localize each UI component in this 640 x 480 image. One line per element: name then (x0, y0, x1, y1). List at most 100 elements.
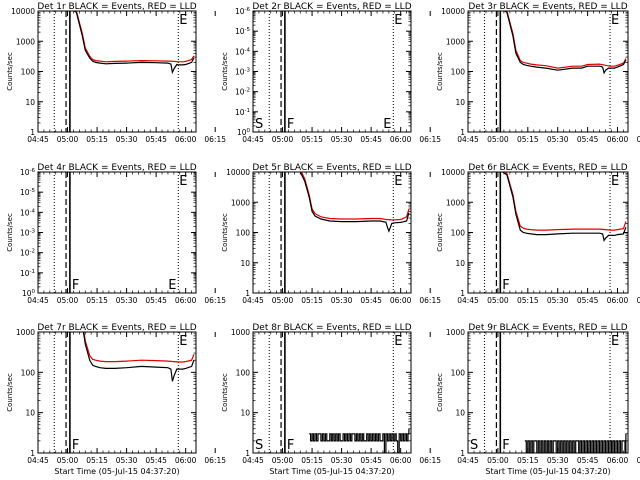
y-axis-label: Counts/sec (436, 52, 444, 91)
y-tick-label: 100 (237, 128, 251, 137)
y-tick-label: 10 (455, 259, 465, 268)
y-tick-label: 1000 (231, 328, 250, 337)
y-axis-label: Counts/sec (6, 373, 14, 412)
x-tick-label: 06:00 (175, 456, 197, 465)
x-tick-label: 06:00 (390, 135, 412, 144)
marker-f: F (502, 438, 509, 453)
marker-f: F (72, 438, 79, 453)
x-tick-label: 06:15 (637, 135, 640, 144)
marker-f: F (287, 438, 294, 453)
y-tick-label: 10 (455, 98, 465, 107)
x-tick-label: 05:45 (577, 456, 599, 465)
x-tick-label: 04:45 (27, 296, 49, 305)
x-axis-label: Start Time (05-Jul-15 04:37:20) (54, 467, 179, 476)
panel-title: Det 1r BLACK = Events, RED = LLD (37, 2, 196, 12)
marker-e: E (179, 334, 187, 349)
panel-title: Det 3r BLACK = Events, RED = LLD (468, 2, 627, 12)
y-tick-label: 10 (25, 409, 35, 418)
x-tick-label: 05:30 (547, 456, 569, 465)
lld-series-line (505, 11, 627, 69)
panel-title: Det 2r BLACK = Events, RED = LLD (252, 2, 411, 12)
y-tick-label: 1 (460, 449, 465, 458)
marker-f: F (72, 278, 79, 293)
x-tick-label: 04:45 (242, 456, 264, 465)
y-tick-label: 10-4 (235, 47, 251, 56)
y-tick-label: 1000 (446, 328, 465, 337)
panel-title: Det 7r BLACK = Events, RED = LLD (37, 323, 196, 333)
y-axis-label: Counts/sec (6, 52, 14, 91)
x-tick-label: 04:45 (457, 456, 479, 465)
lld-series-line (503, 172, 627, 231)
x-tick-label: 05:00 (272, 456, 294, 465)
x-tick-label: 06:15 (204, 296, 226, 305)
y-tick-label: 100 (451, 229, 466, 238)
plot-frame (252, 171, 412, 294)
panel-8: Det 8r BLACK = Events, RED = LLD 1 10 100 10… (221, 323, 441, 476)
x-tick-label: 05:00 (272, 296, 294, 305)
y-tick-label: 1 (30, 128, 35, 137)
x-tick-label: 05:30 (116, 456, 138, 465)
x-tick-label: 05:45 (577, 296, 599, 305)
x-tick-label: 05:15 (301, 296, 323, 305)
x-tick-label: 06:15 (637, 456, 640, 465)
x-tick-label: 05:45 (577, 135, 599, 144)
marker-f: F (287, 117, 294, 132)
plot-frame (37, 171, 197, 294)
x-tick-label: 05:30 (116, 135, 138, 144)
y-tick-label: 10-3 (20, 229, 36, 238)
panel-title: Det 9r BLACK = Events, RED = LLD (468, 323, 627, 333)
y-tick-label: 1000 (446, 37, 465, 46)
x-tick-label: 04:45 (242, 135, 264, 144)
x-tick-label: 05:00 (57, 296, 79, 305)
x-tick-label: 05:15 (86, 296, 108, 305)
events-series-line (501, 172, 627, 242)
x-tick-label: 06:15 (637, 296, 640, 305)
plot-frame (467, 331, 629, 454)
x-tick-label: 06:00 (175, 135, 197, 144)
marker-e: E (394, 13, 402, 28)
x-tick-label: 05:30 (331, 296, 353, 305)
x-tick-label: 05:00 (487, 135, 509, 144)
y-tick-label: 1 (245, 449, 250, 458)
x-tick-label: 06:00 (607, 456, 629, 465)
panel-3: Det 3r BLACK = Events, RED = LLD 1 10 100 10… (436, 2, 640, 144)
x-tick-label: 05:00 (272, 135, 294, 144)
plot-frame (252, 331, 412, 454)
y-axis-label: Counts/sec (221, 373, 229, 412)
panel-1: Det 1r BLACK = Events, RED = LLD 1 10 100 10… (6, 2, 226, 144)
y-tick-label: 1 (460, 128, 465, 137)
marker-s: S (255, 438, 263, 453)
plot-frame (252, 10, 412, 133)
x-tick-label: 06:00 (607, 135, 629, 144)
y-tick-label: 100 (236, 368, 251, 377)
y-tick-label: 10-1 (20, 269, 35, 278)
x-tick-label: 05:45 (145, 135, 167, 144)
events-series-line (503, 11, 627, 75)
x-tick-label: 04:45 (27, 135, 49, 144)
marker-e-bottom: E (383, 117, 391, 132)
marker-s: S (255, 117, 263, 132)
x-tick-label: 05:15 (517, 135, 539, 144)
x-tick-label: 05:30 (547, 296, 569, 305)
lld-series-line (74, 11, 195, 63)
marker-e: E (179, 13, 187, 28)
marker-e: E (611, 174, 619, 189)
panel-title: Det 5r BLACK = Events, RED = LLD (252, 163, 411, 173)
x-tick-label: 05:30 (547, 135, 569, 144)
x-tick-label: 06:00 (390, 296, 412, 305)
marker-s: S (470, 438, 478, 453)
x-tick-label: 06:15 (419, 135, 441, 144)
x-tick-label: 05:45 (145, 296, 167, 305)
y-tick-label: 100 (236, 229, 251, 238)
y-tick-label: 10-6 (235, 7, 251, 16)
x-tick-label: 05:45 (145, 456, 167, 465)
x-tick-label: 05:15 (517, 296, 539, 305)
y-tick-label: 1000 (16, 37, 35, 46)
y-tick-label: 100 (22, 289, 36, 298)
y-tick-label: 100 (451, 68, 466, 77)
y-tick-label: 10-2 (235, 88, 250, 97)
panel-title: Det 4r BLACK = Events, RED = LLD (37, 163, 196, 173)
y-tick-label: 10-3 (235, 68, 251, 77)
x-tick-label: 05:15 (301, 135, 323, 144)
